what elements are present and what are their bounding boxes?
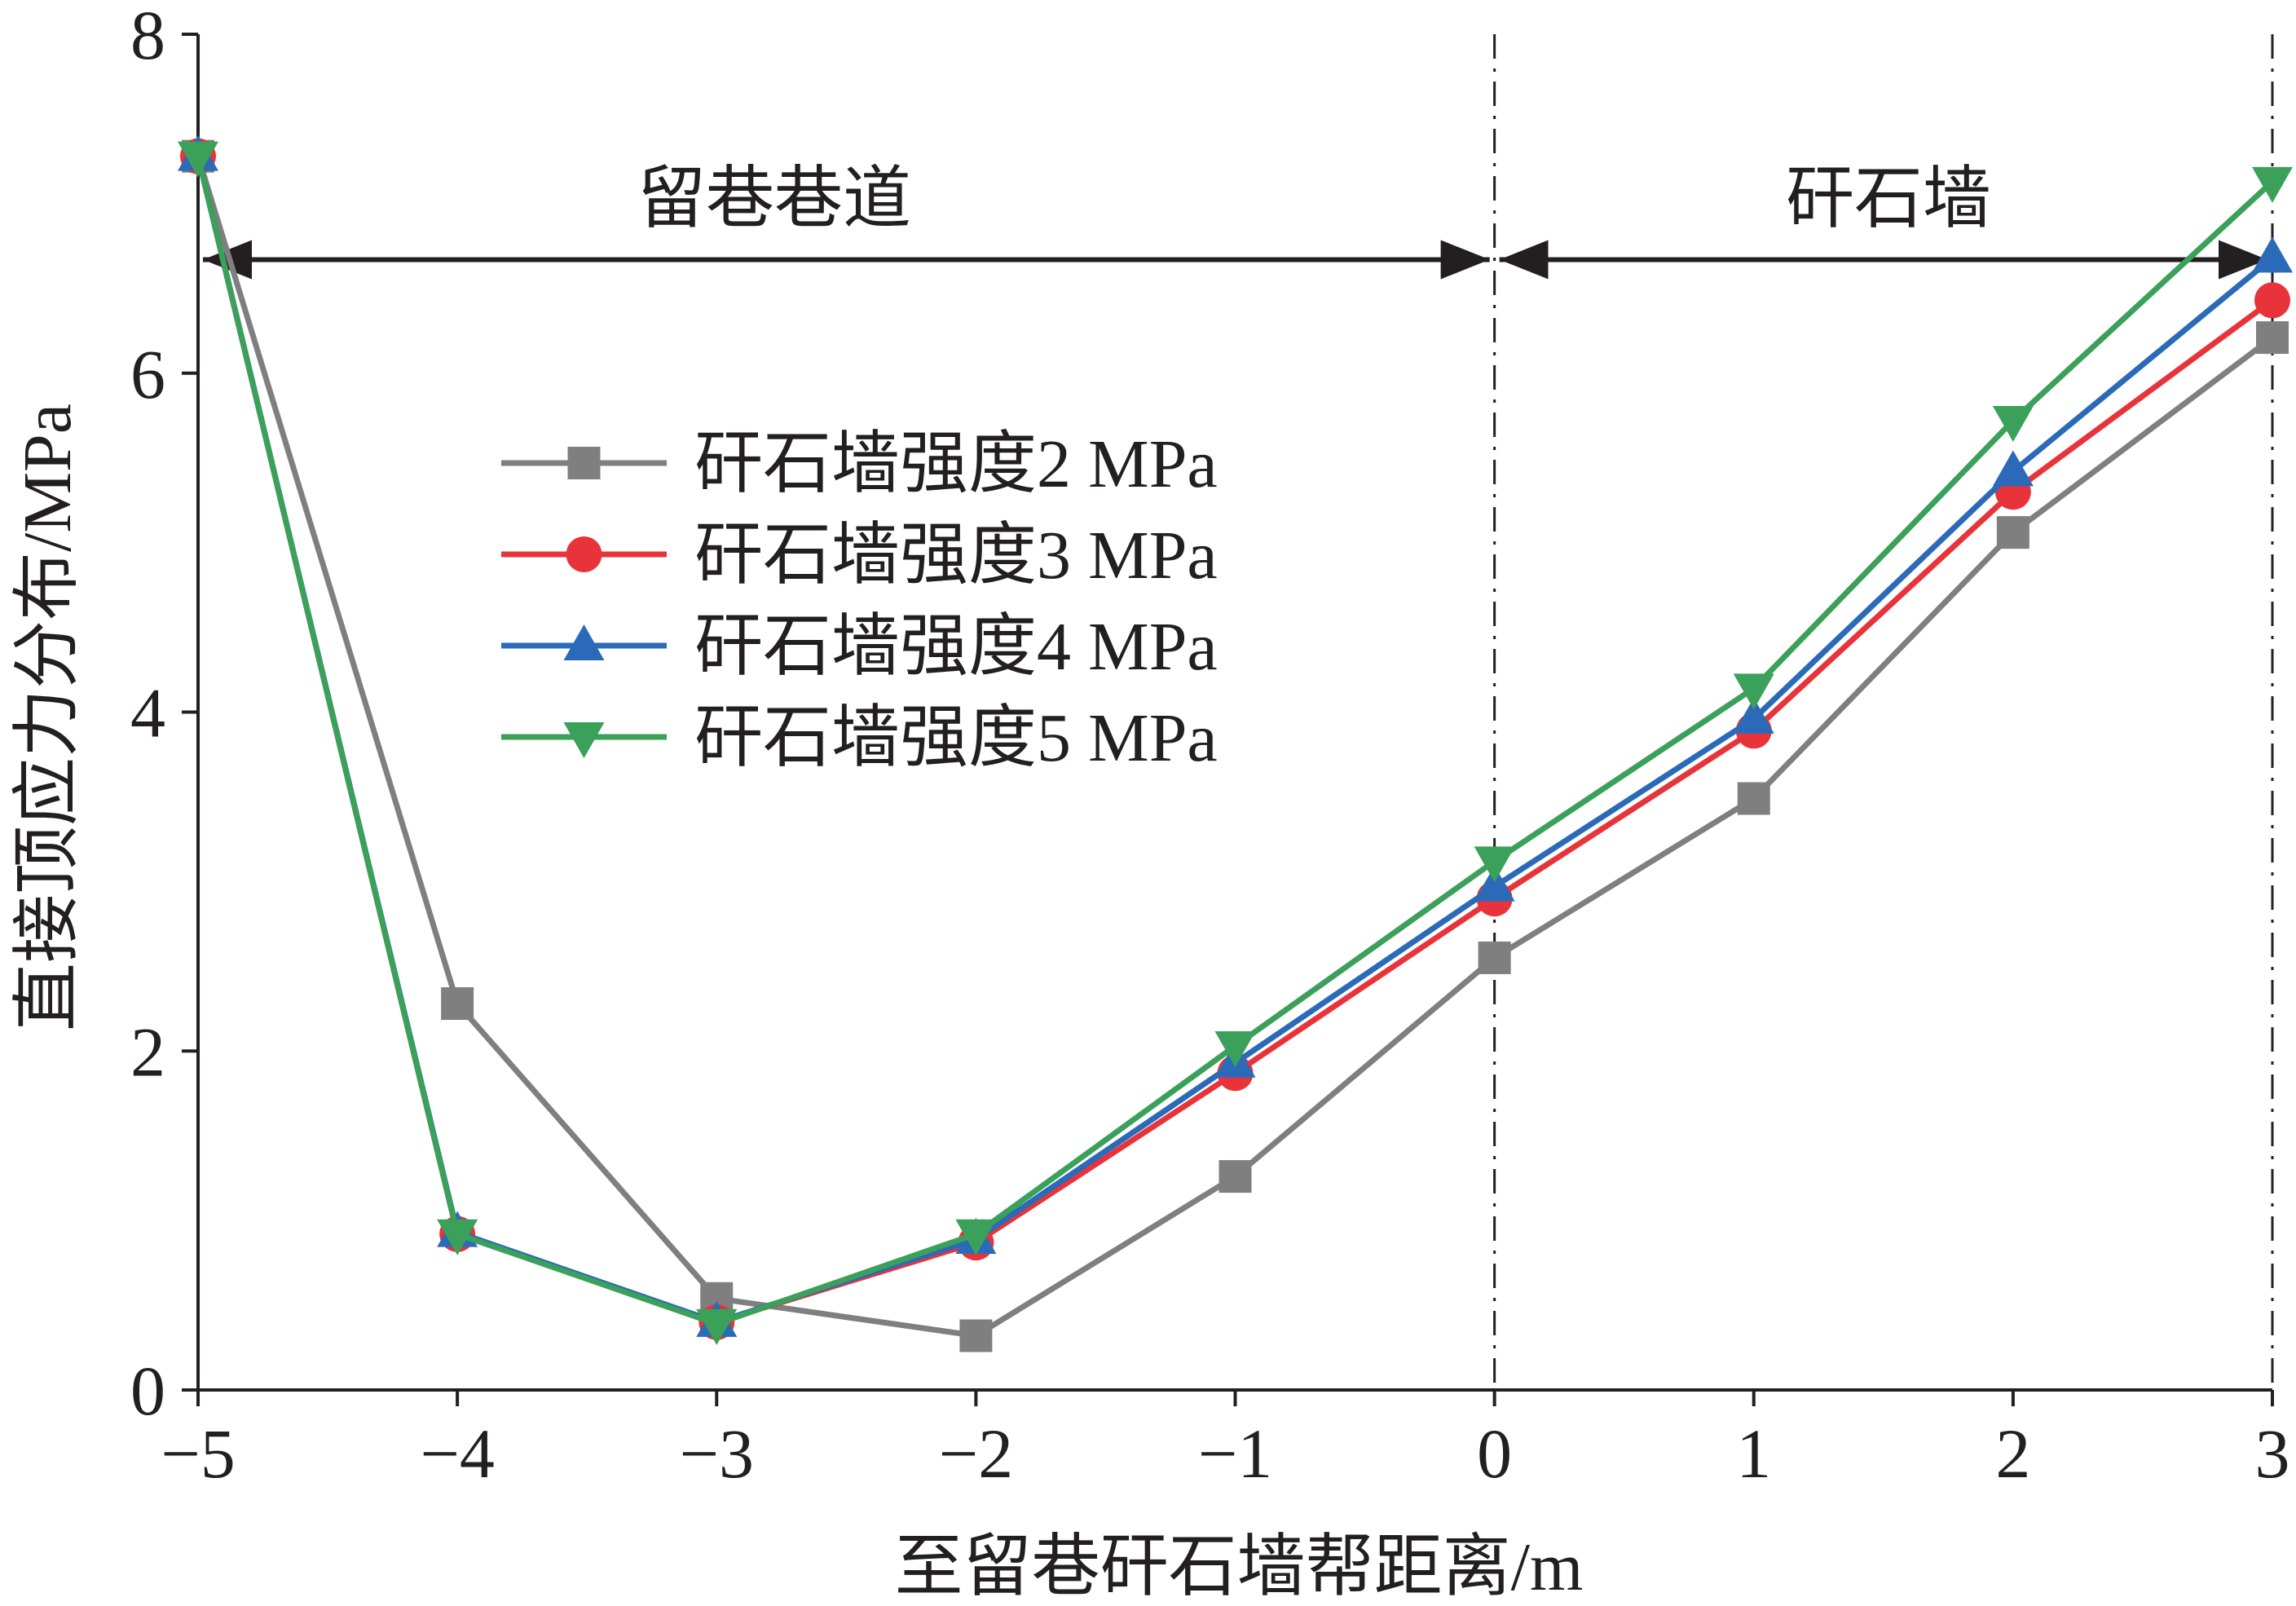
legend-marker bbox=[563, 722, 605, 758]
data-point bbox=[1478, 941, 1511, 974]
legend-marker bbox=[566, 536, 602, 572]
legend: 矸石墙强度2 MPa 矸石墙强度3 MPa 矸石墙强度4 MPa 矸石墙强度5 MPa bbox=[501, 426, 1218, 776]
y-tick-label: 2 bbox=[130, 1013, 165, 1091]
x-tick-label: 0 bbox=[1477, 1414, 1512, 1493]
series-4 bbox=[178, 141, 2293, 1345]
region-dividers bbox=[1493, 34, 2274, 1390]
y-tick-label: 6 bbox=[130, 335, 165, 413]
series-line bbox=[195, 155, 2275, 1327]
series-line bbox=[195, 155, 2275, 1339]
axis-ticks: −5 −4 −3 −2 −1 0 1 2 3 0 2 4 6 8 bbox=[130, 0, 2290, 1493]
legend-label: 矸石墙强度4 MPa bbox=[694, 609, 1218, 685]
series-group bbox=[178, 135, 2293, 1352]
data-point bbox=[437, 1219, 478, 1255]
region-label-right: 矸石墙 bbox=[1786, 161, 1991, 237]
legend-label: 矸石墙强度5 MPa bbox=[694, 700, 1218, 776]
data-point bbox=[1219, 1160, 1252, 1193]
x-tick-label: −4 bbox=[420, 1414, 495, 1493]
series-2 bbox=[180, 138, 2290, 1340]
x-tick-label: −3 bbox=[679, 1414, 754, 1493]
data-point bbox=[2256, 321, 2289, 355]
data-point bbox=[1992, 450, 2034, 487]
data-point bbox=[1733, 697, 1774, 734]
data-point bbox=[1996, 516, 2029, 549]
series-1 bbox=[182, 139, 2289, 1352]
data-point bbox=[1733, 673, 1774, 710]
legend-entry: 矸石墙强度2 MPa bbox=[501, 426, 1218, 502]
y-tick-label: 0 bbox=[130, 1352, 165, 1430]
legend-entry: 矸石墙强度5 MPa bbox=[501, 700, 1218, 776]
x-tick-label: −1 bbox=[1198, 1414, 1273, 1493]
legend-marker bbox=[563, 624, 605, 660]
y-axis-title: 直接顶应力分布/MPa bbox=[10, 404, 86, 1031]
data-point bbox=[2252, 166, 2293, 203]
region-label-left: 留巷巷道 bbox=[637, 161, 911, 237]
series-3 bbox=[178, 135, 2293, 1337]
data-point bbox=[696, 1308, 738, 1345]
data-point bbox=[955, 1219, 997, 1255]
data-point bbox=[441, 987, 474, 1021]
data-point bbox=[1474, 846, 1515, 883]
data-point bbox=[178, 141, 218, 178]
data-point bbox=[1214, 1031, 1256, 1068]
legend-entry: 矸石墙强度4 MPa bbox=[501, 609, 1218, 685]
x-axis-title: 至留巷矸石墙帮距离/m bbox=[895, 1529, 1584, 1605]
legend-label: 矸石墙强度3 MPa bbox=[694, 518, 1218, 593]
data-point bbox=[2254, 282, 2290, 319]
y-tick-label: 8 bbox=[130, 0, 165, 74]
legend-label: 矸石墙强度2 MPa bbox=[694, 426, 1218, 502]
legend-entry: 矸石墙强度3 MPa bbox=[501, 518, 1218, 593]
data-point bbox=[1992, 405, 2034, 442]
x-tick-label: −2 bbox=[939, 1414, 1014, 1493]
x-tick-label: 2 bbox=[1995, 1414, 2030, 1493]
data-point bbox=[2252, 236, 2293, 273]
data-point bbox=[1474, 865, 1515, 902]
data-point bbox=[1737, 782, 1770, 815]
x-tick-label: 3 bbox=[2255, 1414, 2290, 1493]
data-point bbox=[959, 1319, 993, 1352]
legend-marker bbox=[567, 447, 601, 479]
x-tick-label: −5 bbox=[161, 1414, 236, 1493]
x-tick-label: 1 bbox=[1736, 1414, 1771, 1493]
y-tick-label: 4 bbox=[130, 674, 165, 752]
